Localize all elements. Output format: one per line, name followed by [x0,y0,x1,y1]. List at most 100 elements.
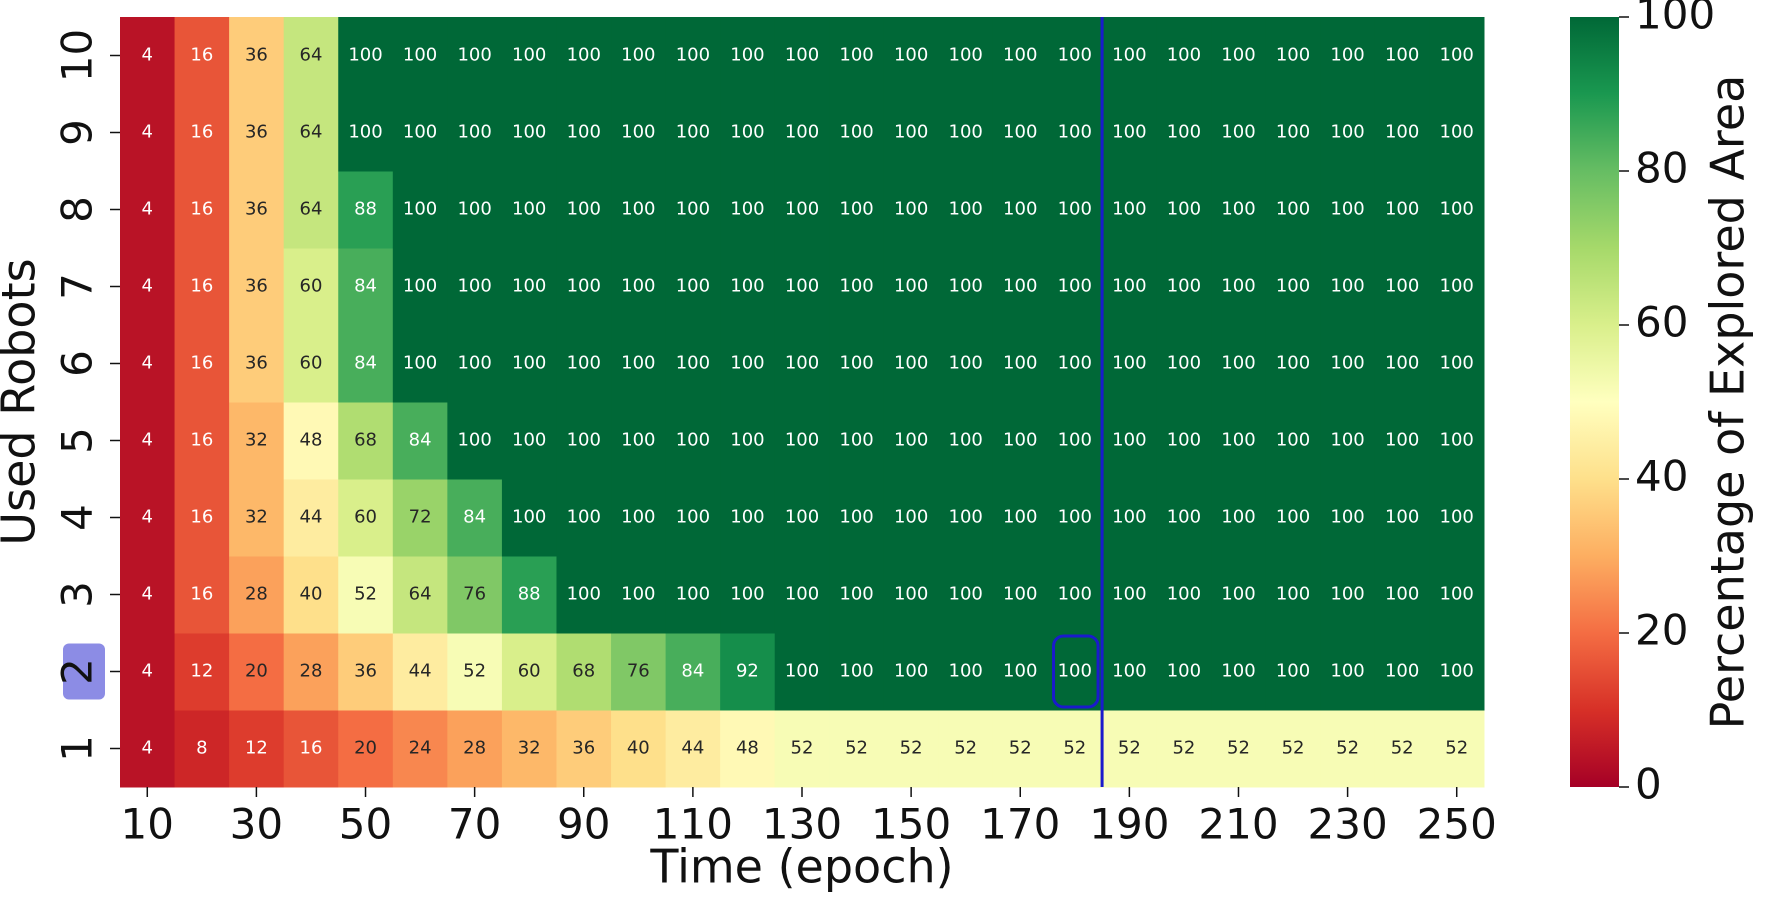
cell-label: 100 [1167,507,1201,528]
cell-label: 4 [142,122,153,143]
heatmap-cell [938,556,994,634]
x-tick-label: 10 [121,800,174,849]
heatmap-cell [1429,171,1485,249]
heatmap-cell [174,94,230,172]
heatmap-cell [447,633,503,711]
cell-label: 100 [949,276,983,297]
cell-label: 36 [245,199,268,220]
cell-label: 100 [730,199,764,220]
heatmap-cell [938,248,994,326]
heatmap-cell [1320,633,1376,711]
heatmap-cell [883,479,939,557]
heatmap-cell [338,171,394,249]
cell-label: 100 [730,507,764,528]
heatmap-cell [447,17,503,95]
heatmap-cell [1156,556,1212,634]
cell-label: 100 [730,45,764,66]
heatmap-cell [229,325,285,403]
heatmap-cell [1429,633,1485,711]
cell-label: 72 [409,507,432,528]
heatmap-cell [665,171,721,249]
cell-label: 24 [409,738,432,759]
heatmap-cell [1374,710,1430,788]
heatmap-cell [556,479,612,557]
cell-label: 100 [512,353,546,374]
cell-label: 100 [1440,45,1474,66]
cell-label: 100 [1330,353,1364,374]
cell-label: 4 [142,584,153,605]
heatmap-cell [501,402,557,480]
cell-label: 88 [518,584,541,605]
cell-label: 100 [1058,122,1092,143]
cell-label: 100 [512,45,546,66]
cell-label: 36 [245,122,268,143]
heatmap-cell [1429,248,1485,326]
cell-label: 100 [1330,507,1364,528]
heatmap-cell [174,633,230,711]
heatmap-cell [665,710,721,788]
cell-label: 64 [409,584,432,605]
heatmap-cell [1156,633,1212,711]
heatmap-cell [1156,17,1212,95]
heatmap-cell [1429,556,1485,634]
heatmap-cell [338,248,394,326]
cell-label: 36 [354,661,377,682]
cell-label: 100 [1112,584,1146,605]
heatmap-cell [392,248,448,326]
heatmap-cell [556,402,612,480]
heatmap-cell [1156,94,1212,172]
heatmap-cell [1320,402,1376,480]
heatmap-cell [338,325,394,403]
heatmap-cell [1429,479,1485,557]
cell-label: 100 [839,507,873,528]
heatmap-cell [665,248,721,326]
y-tick-label: 2 [53,658,102,685]
heatmap-cell [720,325,776,403]
cell-label: 36 [572,738,595,759]
cell-label: 100 [567,199,601,220]
cell-label: 52 [1227,738,1250,759]
heatmap-cell [120,248,176,326]
heatmap-cell [1102,479,1158,557]
heatmap-cell [283,710,339,788]
heatmap-cell [501,171,557,249]
cell-label: 100 [1330,122,1364,143]
heatmap-cell [1374,556,1430,634]
heatmap-cell [938,325,994,403]
heatmap-cell [1211,633,1267,711]
cell-label: 100 [1440,122,1474,143]
heatmap-cell [774,171,830,249]
heatmap-cell [338,633,394,711]
heatmap-cell [774,17,830,95]
cell-label: 100 [1112,507,1146,528]
cell-label: 100 [1440,584,1474,605]
heatmap-cell [338,402,394,480]
heatmap-cell [1211,248,1267,326]
heatmap-cell [829,171,885,249]
heatmap-cell [120,402,176,480]
y-tick-label: 4 [53,504,102,531]
cell-label: 100 [1003,276,1037,297]
colorbar-tick-label: 60 [1635,298,1688,347]
heatmap-cell [938,633,994,711]
heatmap-cell [720,94,776,172]
heatmap-cell [611,248,667,326]
heatmap-cell [556,171,612,249]
heatmap-cell [774,94,830,172]
cell-label: 84 [409,430,432,451]
cell-label: 100 [894,353,928,374]
cell-label: 100 [621,584,655,605]
heatmap-cell [774,402,830,480]
heatmap-cell [1374,402,1430,480]
heatmap-cell [1320,325,1376,403]
y-tick-label: 5 [53,427,102,454]
cell-label: 52 [1009,738,1032,759]
heatmap-cell [1320,479,1376,557]
heatmap-cell [120,556,176,634]
cell-label: 100 [1385,199,1419,220]
heatmap-cell [1156,402,1212,480]
heatmap-cell [938,94,994,172]
heatmap-cell [447,248,503,326]
cell-label: 100 [730,353,764,374]
heatmap-cell [447,710,503,788]
